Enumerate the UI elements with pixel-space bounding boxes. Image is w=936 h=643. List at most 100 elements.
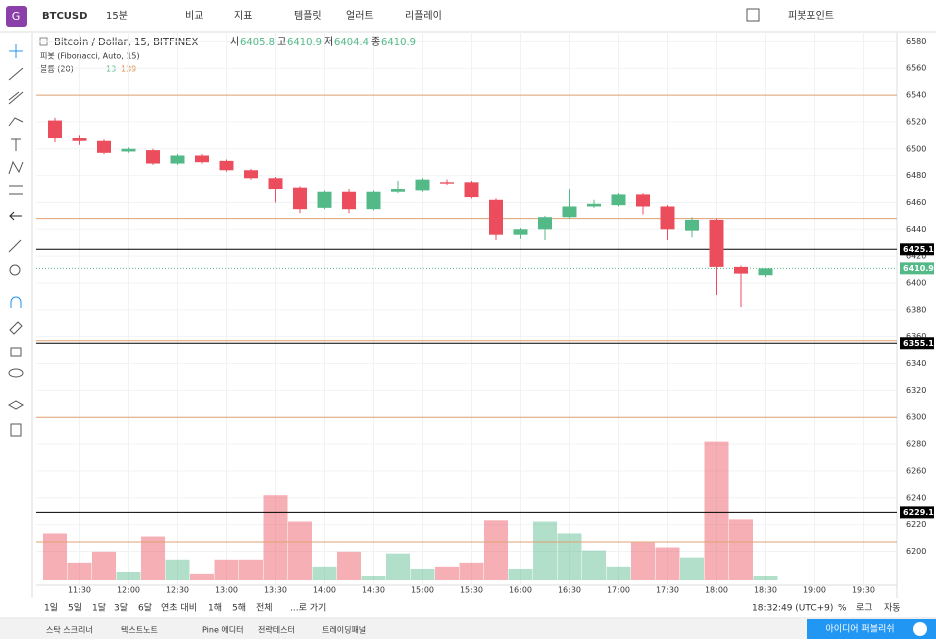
volume-bar	[631, 542, 655, 580]
scale-option[interactable]: 자동	[884, 603, 901, 614]
x-tick-label: 11:30	[68, 586, 91, 595]
y-tick-label: 6280	[906, 440, 926, 449]
toolbar-item[interactable]: 얼러트	[346, 10, 374, 22]
y-tick-label: 6320	[906, 386, 926, 395]
ohlc-label: 시	[230, 36, 239, 48]
logo-letter: G	[12, 10, 21, 23]
volume-bar	[753, 576, 778, 580]
bottom-panel	[0, 619, 936, 639]
volume-bar	[484, 520, 508, 580]
candle-body	[268, 178, 283, 190]
volume-bar	[655, 547, 680, 580]
toolbar-item[interactable]: 템플릿	[294, 10, 322, 22]
chart-title: Bitcoin / Dollar, 15, BITFINEX	[54, 37, 198, 48]
candle-body	[464, 182, 479, 198]
range-button[interactable]: 전체	[256, 603, 273, 614]
x-tick-label: 16:00	[509, 586, 532, 595]
range-button[interactable]: 1달	[92, 602, 106, 614]
ohlc-label: 종	[371, 36, 380, 48]
candle-body	[244, 170, 258, 179]
x-tick-label: 17:30	[656, 586, 679, 595]
candle-body	[366, 191, 381, 210]
range-button[interactable]: 1일	[44, 603, 58, 614]
candle-body	[293, 187, 307, 210]
y-tick-label: 6240	[906, 493, 926, 502]
pivot-button[interactable]: 피봇포인트	[788, 10, 834, 22]
bottom-tab[interactable]: 트레이딩패널	[322, 625, 366, 635]
price-tag	[900, 262, 934, 275]
y-tick-label: 6220	[906, 520, 926, 529]
volume-bar	[190, 573, 214, 580]
ohlc-value: 6405.8	[240, 37, 275, 48]
y-tick-label: 6200	[906, 547, 926, 556]
toolbar-item[interactable]: 리플레이	[405, 10, 442, 22]
bottom-tab[interactable]: 전략테스터	[258, 625, 295, 635]
candle-body	[48, 120, 62, 139]
range-button[interactable]: 1해	[208, 603, 222, 614]
checkbox[interactable]	[746, 8, 760, 22]
volume-bar	[288, 521, 312, 580]
range-button[interactable]: 연초 대비	[161, 603, 197, 614]
range-button[interactable]: 5일	[68, 603, 82, 614]
candle-body	[195, 155, 209, 163]
ohlc-label: 저	[324, 36, 333, 48]
volume-bar	[312, 566, 337, 580]
candle-body	[342, 191, 356, 210]
toolbar-item[interactable]: 비교	[185, 10, 203, 22]
interval[interactable]: 15분	[106, 10, 128, 22]
bottom-tab[interactable]: 텍스트노트	[121, 625, 158, 635]
y-tick-label: 6300	[906, 413, 926, 422]
left-toolbar	[0, 33, 32, 639]
range-button[interactable]: 5해	[232, 603, 246, 614]
y-tick-label: 6480	[906, 171, 926, 180]
candle-body	[317, 191, 332, 208]
volume-bar	[116, 572, 141, 580]
y-tick-label: 6380	[906, 305, 926, 314]
volume-bar	[680, 557, 704, 580]
candle-body	[758, 268, 773, 276]
bottom-tab[interactable]: 스탁 스크리너	[46, 625, 93, 635]
volume-bar	[92, 551, 116, 580]
volume-bar	[410, 568, 435, 580]
publish-icon	[913, 622, 927, 636]
candle-body	[97, 140, 111, 153]
range-button[interactable]: 3달	[114, 602, 128, 614]
candle-body	[734, 266, 748, 274]
candle-body	[170, 155, 185, 164]
tool-icons[interactable]	[7, 44, 25, 437]
volume-bar	[141, 536, 165, 580]
volume-bar	[361, 576, 386, 580]
x-tick-label: 12:00	[117, 586, 140, 595]
scale-option[interactable]: 로그	[856, 604, 873, 614]
range-button[interactable]: 6달	[138, 602, 152, 614]
x-tick-label: 18:00	[705, 586, 728, 595]
scale-option[interactable]: %	[838, 604, 847, 614]
x-tick-label: 15:30	[460, 586, 483, 595]
candle-body	[489, 199, 503, 235]
candle-body	[685, 219, 699, 231]
volume-bar	[459, 562, 484, 580]
y-tick-label: 6260	[906, 466, 926, 475]
goto-date[interactable]: ...로 가기	[290, 603, 326, 614]
symbol[interactable]: BTCUSD	[42, 11, 87, 22]
bottom-tab[interactable]: Pine 에디터	[202, 626, 244, 635]
candle-body	[121, 148, 136, 152]
ohlc-value: 6410.9	[381, 37, 416, 48]
volume-value: 13	[106, 65, 116, 74]
x-tick-label: 17:00	[607, 586, 630, 595]
toolbar-item[interactable]: 지표	[234, 10, 252, 22]
x-tick-label: 19:00	[803, 586, 826, 595]
y-tick-label: 6580	[906, 37, 926, 46]
volume-bar	[582, 550, 606, 580]
logo[interactable]	[6, 6, 27, 27]
y-tick-label: 6460	[906, 198, 926, 207]
x-tick-label: 12:30	[166, 586, 189, 595]
ohlc-value: 6404.4	[334, 37, 369, 48]
price-tag-label: 6410.9	[903, 264, 934, 273]
candle-body	[611, 194, 626, 206]
candle-body	[587, 203, 601, 207]
publish-button[interactable]	[807, 619, 936, 639]
candle-body	[72, 138, 87, 141]
ohlc-value: 6410.9	[287, 37, 322, 48]
volume-bar	[43, 533, 67, 580]
